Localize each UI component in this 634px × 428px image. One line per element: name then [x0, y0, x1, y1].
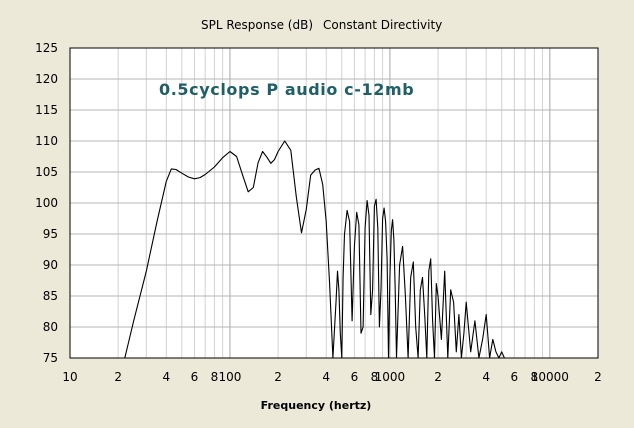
x-tick-label: 2 — [114, 370, 122, 384]
y-tick-label: 80 — [43, 320, 58, 334]
y-tick-label: 75 — [43, 351, 58, 365]
chart-annotation: 0.5cyclops P audio c-12mb — [159, 80, 414, 99]
y-axis-ticks: 125 120 115 110 105 100 95 90 85 80 75 — [35, 41, 58, 365]
y-tick-label: 115 — [35, 103, 58, 117]
x-tick-label: 2 — [434, 370, 442, 384]
x-tick-label: 8 — [211, 370, 219, 384]
chart-subtitle: Constant Directivity — [323, 18, 442, 32]
x-tick-label: 6 — [351, 370, 359, 384]
y-tick-label: 125 — [35, 41, 58, 55]
x-tick-label: 10000 — [531, 370, 569, 384]
plot-border — [69, 47, 599, 359]
x-tick-label: 4 — [322, 370, 330, 384]
x-tick-label: 100 — [218, 370, 241, 384]
x-tick-label: 2 — [274, 370, 282, 384]
y-tick-label: 120 — [35, 72, 58, 86]
x-tick-label: 6 — [511, 370, 519, 384]
y-tick-label: 100 — [35, 196, 58, 210]
y-tick-label: 110 — [35, 134, 58, 148]
series-group — [124, 140, 505, 359]
x-axis-label: Frequency (hertz) — [261, 399, 372, 412]
x-tick-label: 2 — [594, 370, 602, 384]
y-tick-label: 105 — [35, 165, 58, 179]
y-tick-label: 85 — [43, 289, 58, 303]
y-tick-label: 90 — [43, 258, 58, 272]
spl-series-line-0 — [124, 140, 505, 359]
x-tick-label: 8 — [371, 370, 379, 384]
y-tick-label: 95 — [43, 227, 58, 241]
x-tick-label: 8 — [531, 370, 539, 384]
x-tick-label: 10 — [62, 370, 77, 384]
x-tick-label: 4 — [162, 370, 170, 384]
chart-title: SPL Response (dB) — [201, 18, 313, 32]
x-tick-label: 4 — [482, 370, 490, 384]
x-tick-label: 6 — [191, 370, 199, 384]
x-tick-label: 1000 — [375, 370, 406, 384]
